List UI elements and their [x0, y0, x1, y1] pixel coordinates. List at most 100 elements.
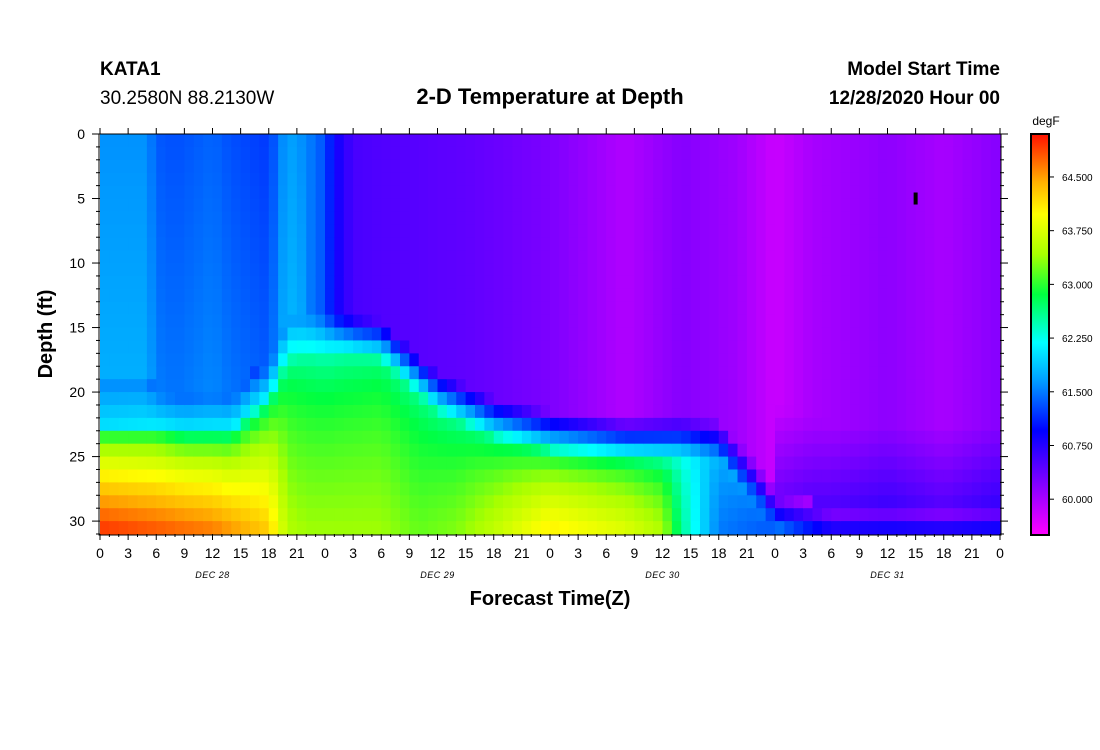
heatmap-cell: [643, 482, 654, 496]
heatmap-cell: [109, 314, 120, 329]
heatmap-cell: [362, 417, 373, 432]
heatmap-cell: [400, 482, 410, 496]
heatmap-cell: [296, 146, 307, 161]
heatmap-cell: [165, 430, 176, 445]
heatmap-cell: [240, 224, 251, 238]
heatmap-cell: [793, 469, 804, 483]
heatmap-cell: [803, 495, 814, 509]
heatmap-cell: [156, 392, 167, 406]
heatmap-cell: [803, 211, 814, 225]
heatmap-cell: [653, 237, 664, 251]
heatmap-cell: [934, 521, 945, 535]
heatmap-cell: [268, 327, 279, 342]
heatmap-cell: [728, 211, 739, 225]
heatmap-cell: [737, 250, 748, 264]
heatmap-cell: [259, 250, 270, 264]
heatmap-cell: [193, 469, 204, 483]
heatmap-cell: [184, 198, 195, 213]
heatmap-cell: [850, 430, 860, 445]
heatmap-cell: [653, 495, 664, 509]
heatmap-cell: [296, 237, 307, 251]
heatmap-cell: [859, 327, 870, 342]
heatmap-cell: [118, 146, 129, 161]
heatmap-cell: [962, 301, 973, 316]
heatmap-cell: [409, 404, 420, 419]
heatmap-cell: [390, 301, 401, 316]
heatmap-cell: [896, 224, 907, 238]
heatmap-cell: [681, 172, 692, 187]
heatmap-cell: [962, 430, 973, 445]
heatmap-cell: [775, 288, 785, 303]
heatmap-cell: [587, 288, 598, 303]
heatmap-cell: [896, 211, 907, 225]
heatmap-cell: [475, 237, 485, 251]
heatmap-cell: [465, 134, 476, 148]
heatmap-cell: [606, 159, 617, 174]
heatmap-cell: [446, 185, 457, 200]
heatmap-cell: [943, 211, 954, 225]
heatmap-cell: [212, 404, 223, 419]
heatmap-cell: [343, 430, 354, 445]
heatmap-cell: [765, 288, 776, 303]
heatmap-cell: [906, 301, 917, 316]
heatmap-cell: [146, 379, 157, 393]
heatmap-cell: [634, 366, 645, 380]
heatmap-cell: [671, 159, 682, 174]
heatmap-cell: [671, 456, 682, 471]
heatmap-cell: [296, 159, 307, 174]
heatmap-cell: [700, 159, 710, 174]
heatmap-cell: [850, 301, 860, 316]
heatmap-cell: [315, 172, 326, 187]
heatmap-cell: [409, 417, 420, 432]
heatmap-cell: [231, 159, 242, 174]
heatmap-cell: [840, 250, 851, 264]
heatmap-cell: [962, 443, 973, 458]
heatmap-cell: [765, 482, 776, 496]
heatmap-cell: [915, 469, 926, 483]
heatmap-cell: [906, 134, 917, 148]
heatmap-cell: [118, 340, 129, 354]
heatmap-cell: [409, 353, 420, 367]
heatmap-cell: [765, 379, 776, 393]
heatmap-cell: [596, 275, 607, 290]
y-tick-label: 30: [69, 513, 85, 529]
heatmap-cell: [784, 185, 795, 200]
heatmap-cell: [371, 224, 382, 238]
heatmap-cell: [334, 301, 345, 316]
heatmap-cell: [718, 430, 729, 445]
heatmap-cell: [746, 327, 757, 342]
heatmap-cell: [278, 392, 289, 406]
heatmap-cell: [850, 469, 860, 483]
heatmap-cell: [475, 146, 485, 161]
heatmap-cell: [990, 521, 1001, 535]
heatmap-cell: [681, 314, 692, 329]
heatmap-cell: [615, 430, 626, 445]
heatmap-cell: [428, 275, 439, 290]
heatmap-cell: [643, 146, 654, 161]
heatmap-cell: [793, 301, 804, 316]
heatmap-cell: [784, 508, 795, 522]
heatmap-cell: [221, 288, 232, 303]
heatmap-cell: [981, 456, 992, 471]
heatmap-cell: [343, 172, 354, 187]
heatmap-cell: [221, 456, 232, 471]
heatmap-cell: [165, 172, 176, 187]
heatmap-cell: [784, 134, 795, 148]
heatmap-cell: [456, 275, 467, 290]
heatmap-cell: [925, 185, 935, 200]
heatmap-cell: [756, 159, 767, 174]
heatmap-cell: [840, 417, 851, 432]
heatmap-cell: [156, 417, 167, 432]
heatmap-cell: [268, 288, 279, 303]
heatmap-cell: [756, 327, 767, 342]
heatmap-cell: [859, 198, 870, 213]
heatmap-cell: [193, 508, 204, 522]
heatmap-cell: [296, 211, 307, 225]
heatmap-cell: [343, 521, 354, 535]
heatmap-cell: [559, 469, 570, 483]
heatmap-cell: [118, 482, 129, 496]
heatmap-cell: [784, 456, 795, 471]
heatmap-cell: [184, 275, 195, 290]
heatmap-cell: [175, 443, 185, 458]
heatmap-cell: [812, 224, 823, 238]
